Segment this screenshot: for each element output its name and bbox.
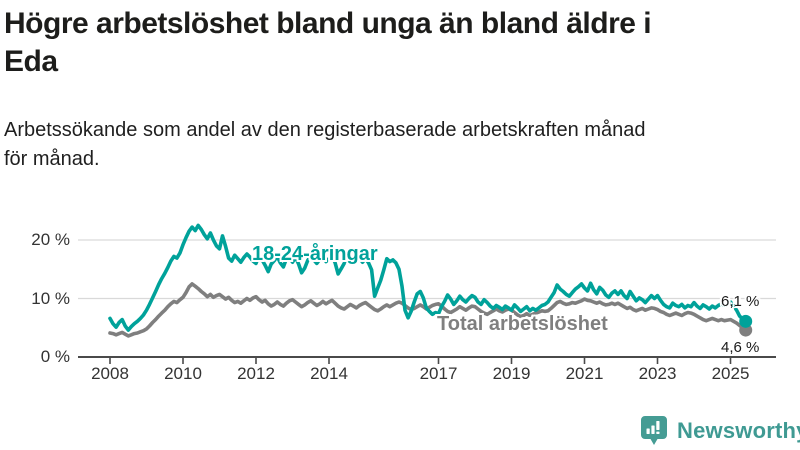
y-axis-label-20: 20 % (31, 230, 70, 249)
chart-subtitle-line-2: för månad. (4, 148, 100, 170)
chart-subtitle-line-1: Arbetssökande som andel av den registerb… (4, 119, 646, 141)
page-title-line-2: Eda (4, 45, 58, 78)
x-axis-label-2010: 2010 (164, 364, 202, 383)
newsworthy-logo-text: Newsworthy (677, 418, 800, 443)
page-title: Högre arbetslöshet bland unga än bland ä… (4, 5, 784, 81)
x-axis-label-2021: 2021 (565, 364, 604, 383)
y-axis-label-0: 0 % (40, 347, 70, 366)
x-axis-label-2014: 2014 (310, 364, 348, 383)
end-value-label-total: 4,6 % (721, 339, 760, 356)
x-axis-label-2017: 2017 (419, 364, 458, 383)
series-label-total: Total arbetslöshet (437, 313, 608, 335)
newsworthy-logo: Newsworthy (640, 415, 800, 447)
x-axis-label-2023: 2023 (638, 364, 677, 383)
x-axis-label-2008: 2008 (91, 364, 129, 383)
y-axis-label-10: 10 % (31, 288, 70, 308)
page-title-line-1: Högre arbetslöshet bland unga än bland ä… (4, 7, 652, 40)
bar-chart-speech-bubble-icon (641, 416, 667, 445)
x-axis-label-2012: 2012 (237, 364, 275, 383)
chart-subtitle: Arbetssökande som andel av den registerb… (4, 116, 794, 174)
end-value-label-youth: 6,1 % (721, 293, 760, 310)
series-label-youth: 18-24-åringar (252, 243, 378, 265)
x-axis-label-2019: 2019 (492, 364, 531, 383)
x-axis-label-2025: 2025 (711, 364, 750, 383)
